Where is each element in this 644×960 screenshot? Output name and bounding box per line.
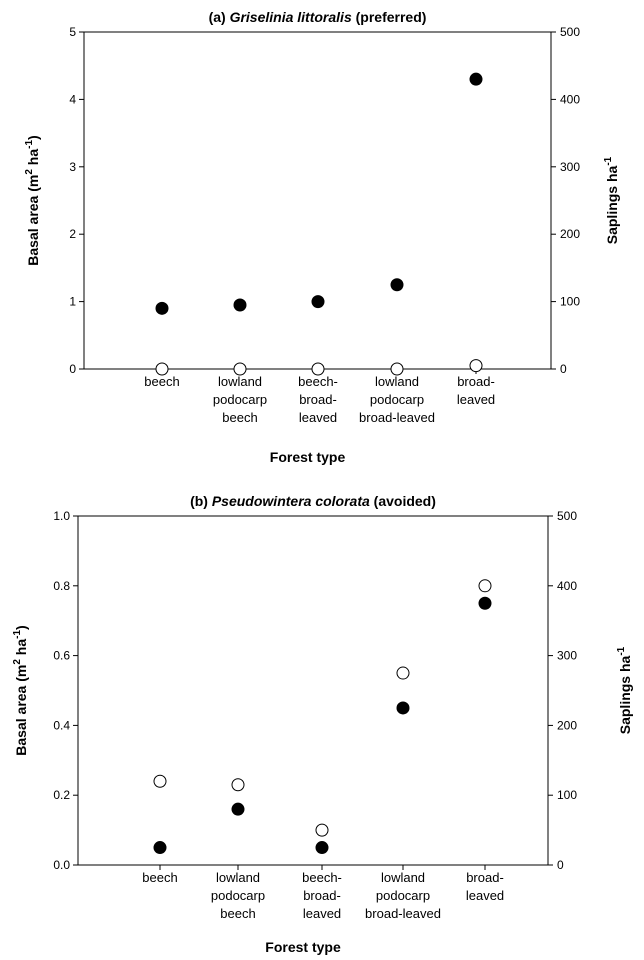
right-tick-label: 300 — [557, 649, 577, 663]
saplings-point — [231, 778, 245, 792]
category-label: broad-leaved — [466, 870, 504, 903]
basal-area-point — [233, 298, 247, 312]
right-tick-label: 500 — [557, 509, 577, 523]
saplings-point — [233, 362, 247, 376]
left-tick-label: 1 — [69, 295, 76, 309]
right-tick-label: 100 — [557, 788, 577, 802]
left-tick-label: 2 — [69, 227, 76, 241]
category-label: beech — [142, 870, 177, 885]
left-y-axis-title: Basal area (m2 ha-1) — [24, 135, 41, 265]
basal-area-point — [396, 701, 410, 715]
right-tick-label: 200 — [560, 227, 580, 241]
saplings-point — [469, 359, 483, 373]
chart-title: (b) Pseudowintera colorata (avoided) — [190, 493, 436, 509]
left-tick-label: 0.0 — [53, 858, 70, 872]
saplings-point — [311, 362, 325, 376]
category-label: lowland podocarp beech — [211, 870, 265, 921]
saplings-point — [315, 823, 329, 837]
basal-area-point — [231, 802, 245, 816]
left-tick-label: 0.8 — [53, 579, 70, 593]
saplings-point — [478, 579, 492, 593]
right-tick-label: 0 — [557, 858, 564, 872]
category-label: broad-leaved — [457, 374, 495, 407]
left-tick-label: 4 — [69, 92, 76, 106]
saplings-point — [390, 362, 404, 376]
basal-area-point — [311, 295, 325, 309]
right-tick-label: 400 — [560, 92, 580, 106]
right-tick-label: 500 — [560, 25, 580, 39]
plot-frame — [77, 515, 549, 866]
right-tick-label: 100 — [560, 295, 580, 309]
left-tick-label: 0.4 — [53, 718, 70, 732]
category-label: lowland podocarp beech — [213, 374, 267, 425]
left-y-axis-title: Basal area (m2 ha-1) — [12, 625, 29, 755]
category-label: beech-broad-leaved — [302, 870, 342, 921]
category-label: lowland podocarp broad-leaved — [359, 374, 435, 425]
left-tick-label: 5 — [69, 25, 76, 39]
right-tick-label: 300 — [560, 160, 580, 174]
basal-area-point — [153, 841, 167, 855]
left-tick-label: 0.2 — [53, 788, 70, 802]
basal-area-point — [469, 72, 483, 86]
chart-panel-b: (b) Pseudowintera colorata (avoided) 0.0 0… — [12, 493, 633, 955]
left-tick-label: 1.0 — [53, 509, 70, 523]
right-tick-label: 200 — [557, 718, 577, 732]
chart-title: (a) Griselinia littoralis (preferred) — [209, 9, 427, 25]
chart-panel-a: (a) Griselinia littoralis (preferred) 0 1 2… — [24, 9, 620, 465]
right-tick-label: 400 — [557, 579, 577, 593]
saplings-point — [155, 362, 169, 376]
saplings-point — [153, 774, 167, 788]
left-tick-label: 0 — [69, 362, 76, 376]
left-tick-label: 0.6 — [53, 649, 70, 663]
basal-area-point — [155, 301, 169, 315]
basal-area-point — [390, 278, 404, 292]
right-y-axis-title: Saplings ha-1 — [603, 156, 620, 244]
right-tick-label: 0 — [560, 362, 567, 376]
right-y-axis-title: Saplings ha-1 — [616, 646, 633, 734]
basal-area-point — [315, 841, 329, 855]
category-label: lowland podocarp broad-leaved — [365, 870, 441, 921]
x-axis-title: Forest type — [270, 449, 346, 465]
left-tick-label: 3 — [69, 160, 76, 174]
saplings-point — [396, 666, 410, 680]
category-label: beech — [144, 374, 179, 389]
basal-area-point — [478, 596, 492, 610]
category-label: beech-broad-leaved — [298, 374, 338, 425]
x-axis-title: Forest type — [265, 939, 341, 955]
